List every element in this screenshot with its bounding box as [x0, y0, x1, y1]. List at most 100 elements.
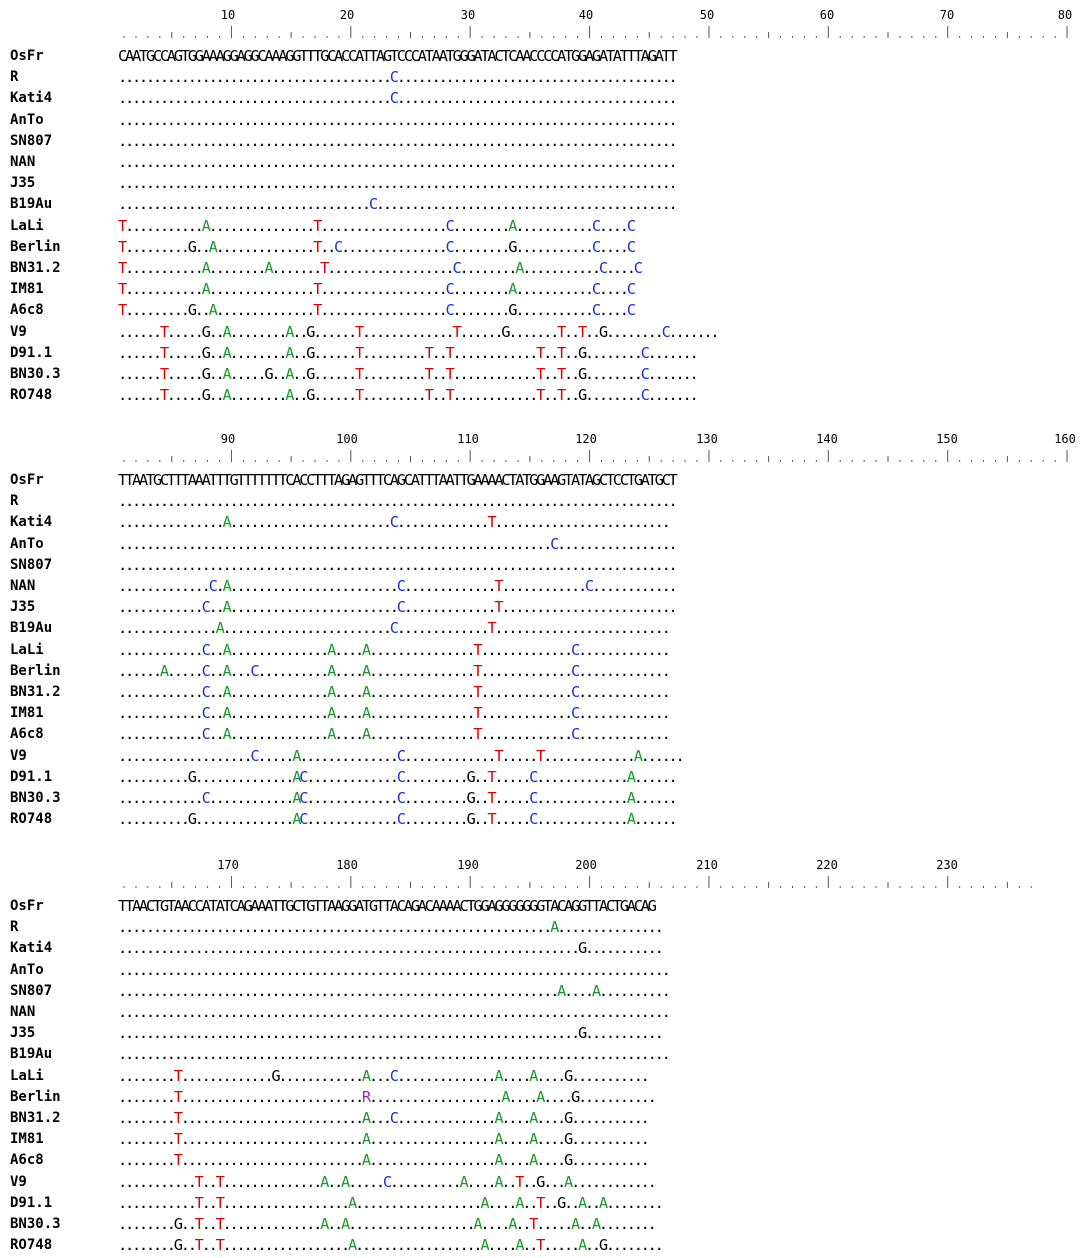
sequence-row: ............C..A..............A....A....… [118, 704, 671, 723]
sequence-row: ........................................… [118, 534, 678, 553]
ruler-number: 160 [1054, 432, 1076, 446]
ruler-number: 100 [336, 432, 358, 446]
sequence-label: D91.1 [10, 1194, 53, 1211]
ruler-number: 40 [578, 8, 594, 22]
ruler-number: 130 [696, 432, 718, 446]
ruler-number: 180 [336, 858, 358, 872]
sequence-label: V9 [10, 747, 27, 764]
sequence-row: ......T.....G..A........A..G......T.....… [118, 343, 699, 362]
sequence-row: ........................................… [118, 555, 678, 574]
sequence-row: ........T..........................R....… [118, 1087, 657, 1106]
sequence-row: ........................................… [118, 153, 678, 171]
ruler-number: 170 [217, 858, 239, 872]
ruler-number: 140 [816, 432, 838, 446]
sequence-label: OsFr [10, 898, 44, 914]
sequence-row: .......................................C… [118, 89, 678, 108]
ruler-ticks [123, 26, 1068, 38]
ruler-number: 230 [936, 858, 958, 872]
sequence-row: T.........G..A..............T..C........… [118, 237, 636, 256]
sequence-row: ............C............AC.............… [118, 789, 678, 807]
sequence-row: ............C..A..............A....A....… [118, 640, 671, 659]
ruler-number: 80 [1057, 8, 1073, 22]
sequence-label: LaLi [10, 641, 44, 658]
ruler-ticks [123, 876, 1032, 888]
sequence-label: LaLi [10, 217, 44, 234]
sequence-label: IM81 [10, 1131, 44, 1148]
sequence-row: ............C..A..............A....A....… [118, 683, 671, 701]
sequence-label: SN807 [10, 132, 53, 149]
sequence-label: BN31.2 [10, 684, 61, 700]
sequence-row: TTAACTGTAACCATATCAGAAATTGCTGTTAAGGATGTTA… [118, 897, 657, 915]
sequence-label: RO748 [10, 387, 53, 404]
ruler-number: 210 [696, 858, 718, 872]
sequence-row: ........T..........................A....… [118, 1151, 650, 1170]
sequence-label: A6c8 [10, 726, 44, 743]
sequence-label: AnTo [10, 111, 44, 128]
sequence-row: ..............A........................C… [118, 619, 671, 638]
ruler-number: 150 [936, 432, 958, 446]
sequence-row: ......T.....G..A.....G..A..G......T.....… [118, 365, 699, 383]
sequence-label: V9 [10, 323, 27, 340]
sequence-row: ..........G..............AC.............… [118, 767, 678, 786]
sequence-row: ........................................… [118, 918, 664, 937]
sequence-label: RO748 [10, 1237, 53, 1254]
sequence-label: J35 [10, 1025, 36, 1042]
ruler-number: 60 [819, 8, 835, 22]
sequence-label: Kati4 [10, 940, 53, 957]
alignment-block-2: 90 100 110 120 130 140 150 160 OsFr TTAATGCTTTAAA… [0, 432, 1090, 832]
sequence-row: ........................................… [118, 131, 678, 150]
sequence-label: BN30.3 [10, 366, 61, 382]
sequence-row: ........G..T..T..............A..A.......… [118, 1215, 657, 1233]
sequence-row: ......A.....C..A...C..........A....A....… [118, 661, 671, 680]
sequence-label: D91.1 [10, 768, 53, 785]
sequence-row: ........................................… [118, 1045, 671, 1064]
sequence-label: NAN [10, 1004, 36, 1020]
sequence-row: T...........A...............T...........… [118, 280, 636, 299]
sequence-label: IM81 [10, 705, 44, 722]
sequence-label: J35 [10, 175, 36, 192]
sequence-label: LaLi [10, 1067, 44, 1084]
ruler-number: 190 [457, 858, 479, 872]
sequence-row: .......................................C… [118, 68, 678, 87]
sequence-row: T...........A...............T...........… [118, 216, 636, 235]
sequence-row: ........G..T..T..................A......… [118, 1236, 664, 1255]
sequence-label: D91.1 [10, 344, 53, 361]
sequence-label: OsFr [10, 472, 44, 488]
ruler-ticks [123, 450, 1068, 462]
sequence-row: ........................................… [118, 960, 671, 979]
sequence-label: R [10, 493, 19, 510]
sequence-row: ...............A.......................C… [118, 513, 671, 532]
ruler-number: 200 [575, 858, 597, 872]
sequence-row: ..........G..............AC.............… [118, 810, 678, 829]
sequence-label: Kati4 [10, 90, 53, 107]
ruler-number: 70 [939, 8, 955, 22]
sequence-row: ........................................… [118, 981, 671, 1000]
sequence-row: ...........T..T..............A..A.....C.… [118, 1172, 657, 1191]
sequence-row: T.........G..A..............T...........… [118, 301, 636, 320]
sequence-label: NAN [10, 578, 36, 594]
sequence-label: SN807 [10, 982, 53, 999]
sequence-label: V9 [10, 1173, 27, 1190]
sequence-label: B19Au [10, 1046, 53, 1063]
sequence-label: Berlin [10, 662, 61, 679]
sequence-label: IM81 [10, 281, 44, 298]
sequence-row: ...................C.....A..............… [118, 746, 685, 765]
ruler-number: 20 [339, 8, 355, 22]
sequence-row: ........T..........................A....… [118, 1130, 650, 1149]
alignment-block-1: 10 20 30 40 50 60 70 80 OsFr CAATGCCAGTGGAAAGGAGG… [0, 8, 1090, 408]
ruler-number: 30 [460, 8, 476, 22]
sequence-row: ........................................… [118, 492, 678, 511]
ruler-number: 120 [575, 432, 597, 446]
sequence-label: A6c8 [10, 302, 44, 319]
sequence-label: BN31.2 [10, 1110, 61, 1126]
sequence-label: OsFr [10, 48, 44, 64]
sequence-row: ............C..A........................… [118, 598, 678, 617]
sequence-row: ........T.............G............A...C… [118, 1066, 650, 1085]
ruler-number: 50 [699, 8, 715, 22]
sequence-label: SN807 [10, 556, 53, 573]
sequence-label: Kati4 [10, 514, 53, 531]
sequence-label: B19Au [10, 196, 53, 213]
sequence-label: A6c8 [10, 1152, 44, 1169]
alignment-block-3: 170 180 190 200 210 220 230 OsFr TTAACTGTAACCATA… [0, 858, 1090, 1258]
sequence-row: ........................................… [118, 1024, 664, 1043]
